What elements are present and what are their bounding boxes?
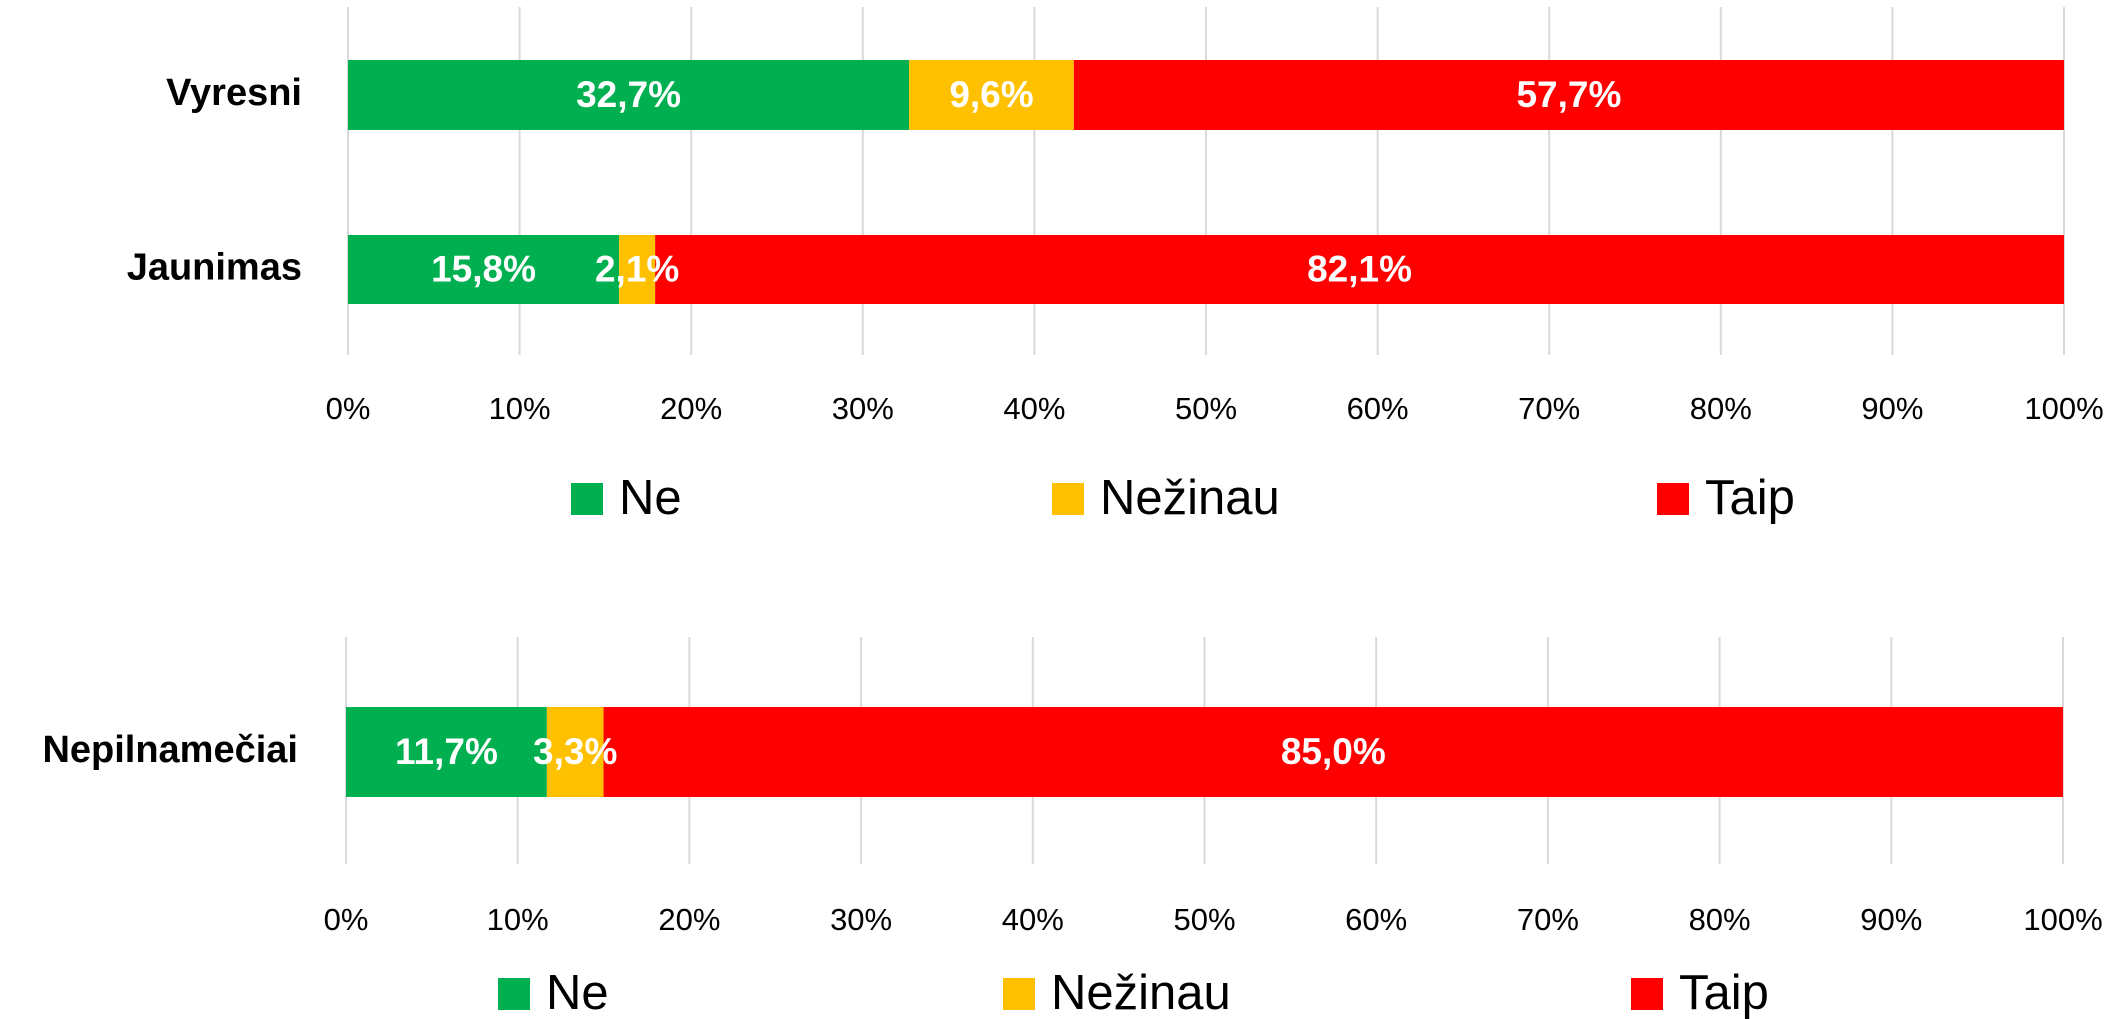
data-label: 9,6% bbox=[949, 74, 1033, 115]
x-tick-label: 0% bbox=[324, 902, 369, 937]
bar-segment bbox=[346, 707, 547, 797]
x-tick-label: 90% bbox=[1860, 902, 1922, 937]
legend-swatch bbox=[571, 483, 603, 515]
category-label: Jaunimas bbox=[127, 247, 302, 289]
legend-swatch bbox=[1657, 483, 1689, 515]
bar-segment bbox=[619, 235, 656, 304]
x-tick-label: 10% bbox=[487, 902, 549, 937]
bar-segment bbox=[348, 235, 620, 304]
data-label: 2,1% bbox=[595, 248, 679, 289]
legend-swatch bbox=[1631, 978, 1663, 1010]
legend-swatch bbox=[1003, 978, 1035, 1010]
legend-swatch bbox=[498, 978, 530, 1010]
legend-swatch bbox=[1052, 483, 1084, 515]
legend-label: Taip bbox=[1679, 966, 1769, 1019]
category-label: Vyresni bbox=[166, 72, 302, 114]
legend-label: Nežinau bbox=[1100, 471, 1280, 525]
data-label: 3,3% bbox=[533, 731, 617, 772]
x-tick-label: 20% bbox=[660, 391, 722, 426]
x-tick-label: 80% bbox=[1690, 391, 1752, 426]
x-tick-label: 60% bbox=[1347, 391, 1409, 426]
data-label: 85,0% bbox=[1281, 731, 1386, 772]
data-label: 11,7% bbox=[395, 731, 498, 772]
x-tick-label: 100% bbox=[2024, 391, 2103, 426]
legend-label: Ne bbox=[619, 471, 682, 525]
legend-label: Taip bbox=[1705, 471, 1795, 525]
bar-segment bbox=[546, 707, 604, 797]
x-tick-label: 50% bbox=[1173, 902, 1235, 937]
x-tick-label: 10% bbox=[489, 391, 551, 426]
x-tick-label: 50% bbox=[1175, 391, 1237, 426]
legend-label: Ne bbox=[546, 966, 609, 1019]
category-label: Nepilnamečiai bbox=[42, 729, 298, 771]
bar-segment bbox=[909, 60, 1074, 130]
x-tick-label: 60% bbox=[1345, 902, 1407, 937]
x-tick-label: 30% bbox=[830, 902, 892, 937]
data-label: 32,7% bbox=[576, 74, 681, 115]
x-tick-label: 30% bbox=[832, 391, 894, 426]
x-tick-label: 40% bbox=[1002, 902, 1064, 937]
x-tick-label: 90% bbox=[1861, 391, 1923, 426]
data-label: 57,7% bbox=[1516, 74, 1621, 115]
legend-label: Nežinau bbox=[1051, 966, 1231, 1019]
bar-segment bbox=[603, 707, 2063, 797]
x-tick-label: 70% bbox=[1517, 902, 1579, 937]
bar-segment bbox=[1073, 60, 2064, 130]
x-tick-label: 100% bbox=[2023, 902, 2102, 937]
data-label: 82,1% bbox=[1307, 248, 1412, 289]
x-tick-label: 40% bbox=[1003, 391, 1065, 426]
data-label: 15,8% bbox=[431, 248, 536, 289]
bar-segment bbox=[655, 235, 2064, 304]
x-tick-label: 70% bbox=[1518, 391, 1580, 426]
x-tick-label: 20% bbox=[658, 902, 720, 937]
x-tick-label: 80% bbox=[1689, 902, 1751, 937]
bar-segment bbox=[348, 60, 910, 130]
x-tick-label: 0% bbox=[326, 391, 371, 426]
